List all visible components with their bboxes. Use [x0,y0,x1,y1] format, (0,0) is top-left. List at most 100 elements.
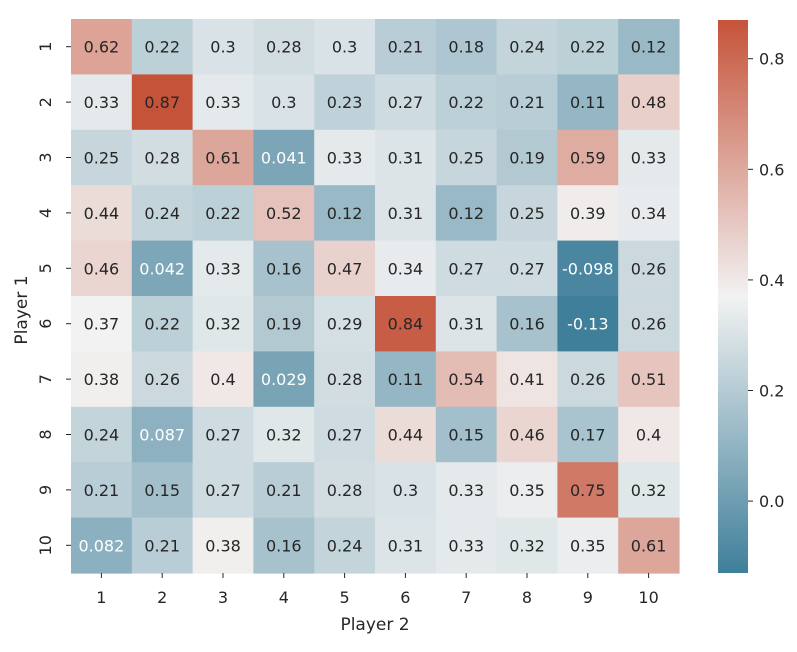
heatmap-cell [131,19,194,75]
cell-value-label: 0.15 [144,481,180,500]
cell-value-label: 0.22 [570,38,606,57]
x-tick-label: 5 [340,588,350,607]
cell-value-label: 0.24 [144,204,180,223]
heatmap-cell [192,462,254,519]
cell-value-label: 0.22 [144,38,180,57]
heatmap-cell [192,517,254,574]
heatmap-cell [557,462,619,519]
heatmap-cell [435,74,498,131]
heatmap-cell [192,240,254,297]
cell-value-label: 0.31 [448,315,484,334]
cell-value-label: 0.18 [448,38,484,57]
heatmap-cell [192,129,254,186]
cell-value-label: 0.33 [327,149,363,168]
heatmap-cell [375,517,437,574]
y-tick-label: 4 [36,208,55,218]
heatmap-cell [435,517,498,574]
heatmap-cell [618,406,680,463]
cell-value-label: 0.029 [261,370,307,389]
cell-value-label: 0.22 [144,315,180,334]
heatmap-cell [557,185,619,242]
heatmap-cell [314,406,376,463]
cell-value-label: -0.13 [567,315,608,334]
heatmap-cell [435,462,498,519]
x-tick-label: 1 [96,588,106,607]
cell-value-label: 0.041 [261,149,307,168]
cell-value-label: 0.16 [509,315,545,334]
heatmap-cell [496,240,558,297]
heatmap-cell [618,517,680,574]
x-tick-label: 4 [279,588,289,607]
heatmap-cell [71,296,133,352]
cell-value-label: 0.28 [327,481,363,500]
heatmap-cell [375,462,437,519]
y-tick-label: 7 [36,374,55,384]
cell-value-label: 0.62 [84,38,120,57]
y-tick-label: 9 [36,485,55,495]
x-tick-label: 8 [522,588,532,607]
cell-value-label: 0.12 [327,204,363,223]
heatmap-cell [253,240,315,297]
cell-value-label: 0.59 [570,149,606,168]
cell-value-label: 0.24 [84,426,120,445]
heatmap-cell [496,296,558,352]
heatmap-cell [253,74,315,131]
cell-value-label: 0.27 [448,259,484,278]
heatmap-cell [618,129,680,186]
heatmap-cell [435,296,498,352]
y-tick-label: 5 [36,263,55,273]
heatmap-cell [557,19,619,75]
heatmap-cell [557,517,619,574]
heatmap-cells [71,19,680,574]
cell-value-label: 0.26 [570,370,606,389]
cell-value-label: 0.17 [570,426,606,445]
heatmap-cell [253,129,315,186]
heatmap-cell [618,351,680,408]
cell-value-label: 0.25 [509,204,545,223]
cell-value-label: 0.31 [388,149,424,168]
heatmap-cell [192,406,254,463]
y-tick-label: 8 [36,429,55,439]
x-tick-label: 9 [583,588,593,607]
cell-value-label: 0.29 [327,315,363,334]
y-tick-label: 10 [36,535,55,555]
heatmap-cell [496,129,558,186]
heatmap-cell [71,351,133,408]
x-tick-label: 2 [157,588,167,607]
cell-value-label: 0.28 [266,38,302,57]
heatmap-cell [71,240,133,297]
heatmap-cell [71,185,133,242]
heatmap-cell [314,351,376,408]
cell-value-label: 0.12 [448,204,484,223]
cell-value-label: 0.44 [84,204,120,223]
heatmap-cell [131,351,194,408]
cell-value-label: 0.34 [631,204,667,223]
heatmap-cell [496,74,558,131]
cell-value-label: 0.3 [210,38,235,57]
heatmap-cell [314,296,376,352]
heatmap-cell-labels: 0.62 0.22 0.3 0.28 0.3 0.21 0.18 0.24 0.22 0.12 0.… [78,38,666,556]
heatmap-cell [253,351,315,408]
heatmap-cell [253,185,315,242]
heatmap-cell [435,185,498,242]
cell-value-label: 0.21 [84,481,120,500]
cell-value-label: 0.28 [327,370,363,389]
heatmap-cell [496,185,558,242]
cell-value-label: 0.33 [448,481,484,500]
colorbar [718,20,748,573]
cell-value-label: 0.52 [266,204,302,223]
heatmap-cell [131,240,194,297]
heatmap-cell [192,74,254,131]
heatmap-cell [435,19,498,75]
cell-value-label: 0.27 [388,93,424,112]
heatmap-cell [314,74,376,131]
colorbar-tick-label: 0.8 [759,50,784,69]
cell-value-label: 0.4 [636,426,661,445]
cell-value-label: 0.84 [388,315,424,334]
cell-value-label: 0.11 [570,93,606,112]
heatmap-cell [557,240,619,297]
heatmap-cell [314,462,376,519]
heatmap-cell [131,296,194,352]
heatmap-cell [557,74,619,131]
heatmap-cell [131,517,194,574]
